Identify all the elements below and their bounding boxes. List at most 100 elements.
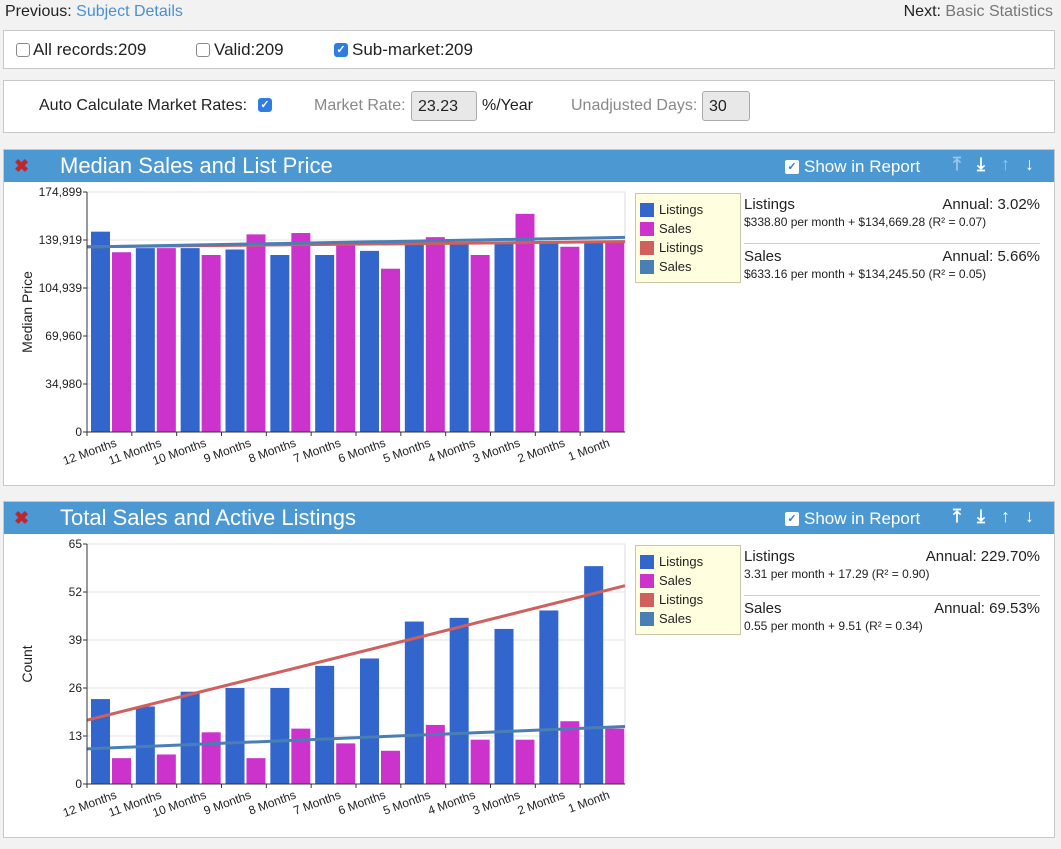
legend-label: Sales [659,259,692,274]
bar-listings [404,244,424,432]
x-tick-label: 2 Months [516,436,567,466]
x-tick-label: 3 Months [471,788,522,818]
trend-stats: Listings Annual: 229.70% 3.31 per month … [744,548,1040,642]
sub-market-label: Sub-market:209 [352,40,473,59]
trend-stats: Listings Annual: 3.02% $338.80 per month… [744,196,1040,290]
bar-sales [201,732,221,784]
y-tick-label: 69,960 [45,329,82,343]
trend-stat-listings: Listings Annual: 3.02% $338.80 per month… [744,196,1040,243]
move-down-icon[interactable]: ↓ [1025,506,1034,526]
x-tick-label: 7 Months [291,436,342,466]
legend-item: Listings [640,590,736,609]
trend-name: Listings [744,196,795,213]
all-records-checkbox[interactable] [16,43,30,57]
bar-listings [270,254,290,432]
close-icon[interactable]: ✖ [14,156,30,176]
x-tick-label: 6 Months [336,788,387,818]
trendline-listings [86,584,626,722]
bar-sales [515,213,535,432]
legend-item: Sales [640,219,736,238]
market-rate-settings: Auto Calculate Market Rates: Market Rate… [3,80,1055,133]
valid-checkbox[interactable] [196,43,210,57]
panel-header: ✖ Total Sales and Active Listings ✓ Show… [4,502,1054,534]
move-down-icon[interactable]: ↓ [1025,154,1034,174]
legend-swatch [640,611,654,626]
bar-listings [494,628,514,784]
bar-listings [91,699,110,784]
move-up-icon[interactable]: ↑ [1001,154,1010,174]
bar-listings [91,231,110,432]
legend-item: Sales [640,257,736,276]
bar-sales [112,252,131,432]
bar-listings [539,610,559,784]
trend-name: Listings [744,548,795,565]
show-in-report-label: Show in Report [804,157,921,176]
panel-header: ✖ Median Sales and List Price ✓ Show in … [4,150,1054,182]
legend-swatch [640,573,654,588]
x-tick-label: 9 Months [202,436,253,466]
previous-link[interactable]: Subject Details [76,3,183,20]
bar-listings [225,688,245,784]
trend-stat-listings: Listings Annual: 229.70% 3.31 per month … [744,548,1040,595]
x-tick-label: 4 Months [426,788,477,818]
bar-sales [560,721,580,784]
show-in-report-checkbox[interactable]: ✓ [785,512,799,526]
bar-listings [180,691,200,784]
move-up-icon[interactable]: ↑ [1001,506,1010,526]
trend-formula: 0.55 per month + 9.51 (R² = 0.34) [744,619,923,633]
page-navigation: Previous: Subject Details Next: Basic St… [5,3,1055,23]
move-top-icon[interactable]: ⤒ [953,154,961,174]
bar-listings [225,249,245,432]
bar-listings [315,665,335,784]
previous-nav: Previous: Subject Details [5,3,183,21]
y-axis-label: Median Price [19,271,35,353]
x-tick-label: 3 Months [471,436,522,466]
bar-sales [470,739,490,784]
bar-sales [201,254,221,432]
bar-listings [270,688,290,784]
chart-legend: Listings Sales Listings Sales [635,545,741,635]
x-tick-label: 1 Month [566,788,612,816]
legend-label: Sales [659,611,692,626]
x-tick-label: 8 Months [247,788,298,818]
legend-label: Sales [659,573,692,588]
move-bottom-icon[interactable]: ⤓ [977,154,985,174]
move-top-icon[interactable]: ⤒ [953,506,961,526]
x-tick-label: 5 Months [381,788,432,818]
bar-listings [404,621,424,784]
median-price-chart: 0 34,980 69,960 104,939 139,919 174,899 Median… [19,185,626,468]
bar-sales [425,237,445,432]
auto-calculate-checkbox[interactable] [258,98,272,112]
bar-listings [360,250,379,432]
legend-label: Listings [659,240,704,255]
move-bottom-icon[interactable]: ⤓ [977,506,985,526]
x-tick-label: 6 Months [336,436,387,466]
show-in-report-checkbox[interactable]: ✓ [785,160,799,174]
legend-swatch [640,221,654,236]
legend-label: Listings [659,554,704,569]
trendline-sales [86,725,626,751]
x-tick-label: 9 Months [202,788,253,818]
legend-item: Listings [640,238,736,257]
trend-annual: Annual: 69.53% [934,600,1040,617]
bar-sales [246,758,266,784]
x-tick-label: 4 Months [426,436,477,466]
legend-item: Listings [640,552,736,571]
y-tick-label: 0 [75,777,82,791]
bar-sales [112,758,131,784]
market-rate-input[interactable]: 23.23 [411,91,477,121]
bar-listings [584,241,604,432]
bar-listings [135,248,155,432]
market-rate-label: Market Rate: [314,97,406,114]
y-tick-label: 174,899 [39,185,83,199]
trend-stat-sales: Sales Annual: 69.53% 0.55 per month + 9.… [744,595,1040,642]
next-link[interactable]: Basic Statistics [945,3,1053,20]
y-axis-label: Count [19,645,35,682]
unadjusted-days-input[interactable]: 30 [702,91,750,121]
close-icon[interactable]: ✖ [14,508,30,528]
legend-label: Sales [659,221,692,236]
sales-listings-panel: ✖ Total Sales and Active Listings ✓ Show… [3,501,1055,838]
sub-market-checkbox[interactable] [334,43,348,57]
bar-sales [156,754,176,784]
bar-listings [584,566,604,784]
